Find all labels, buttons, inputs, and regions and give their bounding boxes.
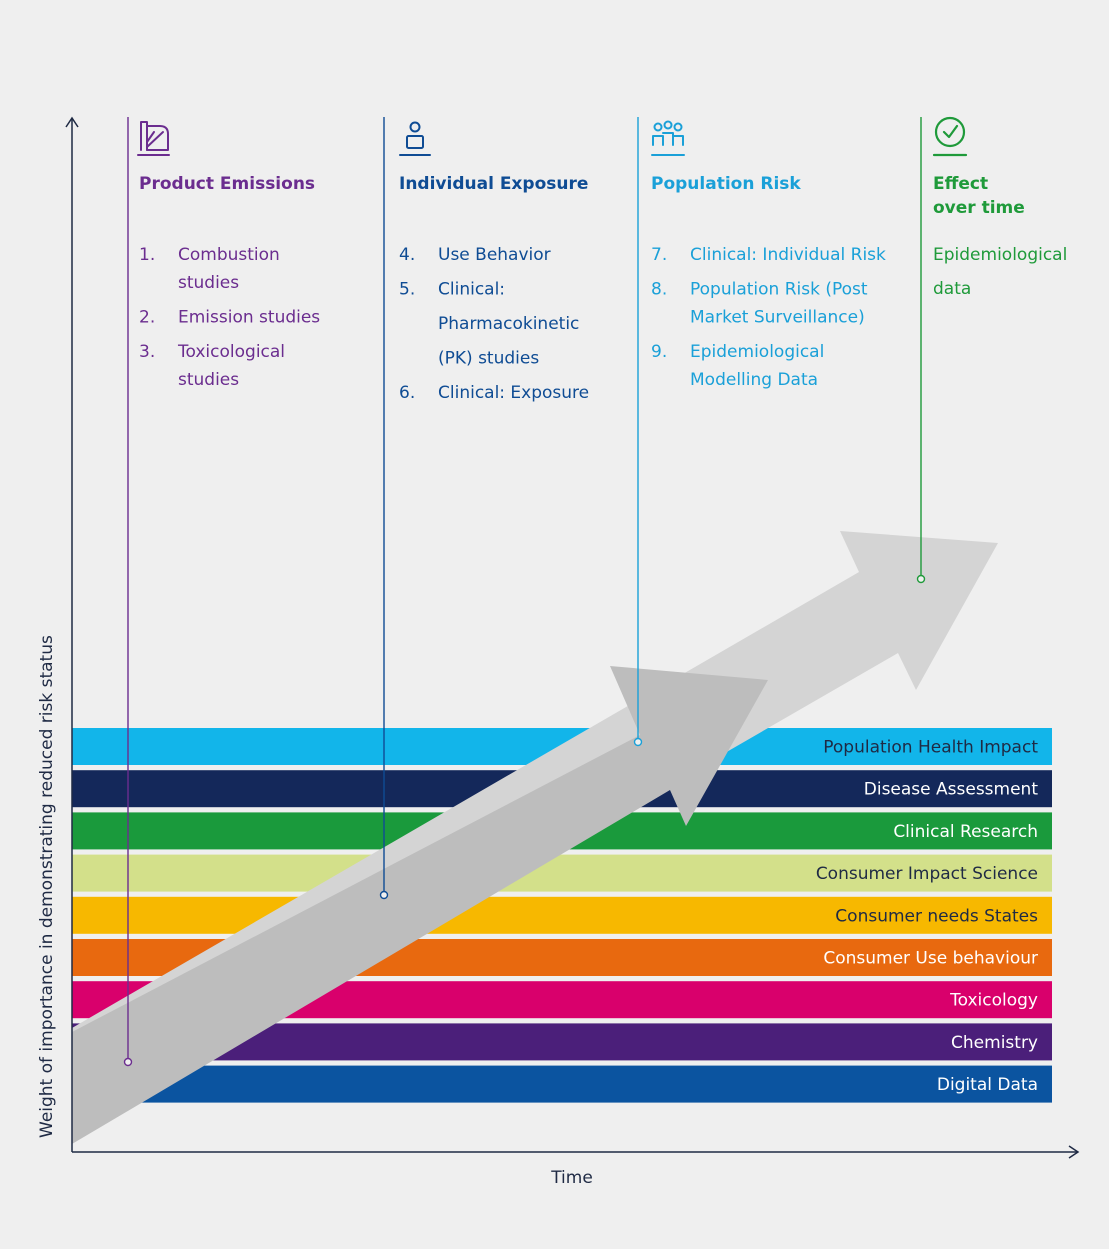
x-axis-arrowhead: [1068, 1145, 1080, 1159]
band-label: Chemistry: [951, 1033, 1038, 1053]
item-text: studies: [178, 273, 239, 293]
item-number: 4.: [399, 245, 415, 265]
effect-over-time-marker: [916, 574, 926, 584]
item-number: 2.: [139, 308, 155, 328]
item-text: Clinical:: [438, 280, 505, 300]
axes: Weight of importance in demonstrating re…: [37, 116, 1080, 1188]
front-arrow: [72, 666, 768, 1144]
effect-over-time-title: over time: [933, 198, 1025, 218]
item-text: (PK) studies: [438, 349, 539, 369]
band-label: Digital Data: [937, 1075, 1038, 1095]
item-text: Emission studies: [178, 308, 320, 328]
effect-over-time-title: Effect: [933, 174, 988, 194]
column-lines: [123, 117, 926, 1067]
band-label: Consumer needs States: [835, 906, 1038, 926]
clock-check-icon: [932, 116, 968, 157]
band-bar: [72, 896, 1052, 934]
y-axis-label: Weight of importance in demonstrating re…: [37, 635, 57, 1138]
item-text: Use Behavior: [438, 245, 551, 265]
item-text: Epidemiological: [933, 245, 1067, 265]
product-emissions-marker: [123, 1057, 133, 1067]
group-icon: [651, 120, 685, 156]
item-text: Clinical: Individual Risk: [690, 245, 886, 265]
band-label: Clinical Research: [893, 822, 1038, 842]
item-text: Pharmacokinetic: [438, 314, 579, 334]
individual-exposure-text: Individual Exposure 4. Use Behavior 5. Clini…: [399, 174, 589, 403]
individual-exposure-title: Individual Exposure: [399, 174, 588, 194]
progress-arrows: [72, 531, 998, 1144]
item-text: data: [933, 279, 971, 299]
item-text: Population Risk (Post: [690, 280, 868, 300]
y-axis-arrowhead: [65, 116, 79, 128]
population-risk-title: Population Risk: [651, 174, 801, 194]
item-text: Modelling Data: [690, 370, 818, 390]
item-number: 7.: [651, 245, 667, 265]
item-number: 5.: [399, 280, 415, 300]
band-digital-data: Digital Data: [72, 1065, 1052, 1103]
item-number: 3.: [139, 342, 155, 362]
band-bar: [72, 854, 1052, 892]
item-text: Clinical: Exposure: [438, 383, 589, 403]
band-label: Consumer Impact Science: [816, 864, 1038, 884]
band-label: Population Health Impact: [823, 738, 1038, 758]
item-number: 9.: [651, 342, 667, 362]
item-text: Market Surveillance): [690, 308, 865, 328]
band-label: Consumer Use behaviour: [823, 949, 1038, 969]
product-emissions-title: Product Emissions: [139, 174, 315, 194]
product-emissions-icon: [137, 121, 170, 156]
band-bar: [72, 1065, 1052, 1103]
population-risk-marker: [633, 737, 643, 747]
item-text: Toxicological: [177, 342, 285, 362]
column-texts: Product Emissions 1. Combustion studies 2. Em…: [139, 174, 1067, 403]
band-consumer-needs-states: Consumer needs States: [72, 896, 1052, 934]
x-axis-label: Time: [550, 1168, 593, 1188]
product-emissions-text: Product Emissions 1. Combustion studies 2. Em…: [139, 174, 320, 390]
item-text: Combustion: [178, 245, 280, 265]
individual-exposure-marker: [379, 890, 389, 900]
item-text: Epidemiological: [690, 342, 824, 362]
band-label: Toxicology: [949, 991, 1038, 1011]
band-label: Disease Assessment: [864, 780, 1039, 800]
item-text: studies: [178, 370, 239, 390]
person-icon: [399, 121, 431, 156]
band-consumer-impact-science: Consumer Impact Science: [72, 854, 1052, 892]
population-risk-text: Population Risk 7. Clinical: Individual Ri…: [651, 174, 886, 390]
item-number: 6.: [399, 383, 415, 403]
effect-over-time-text: Effect over time Epidemiological data: [933, 174, 1067, 299]
item-number: 1.: [139, 245, 155, 265]
item-number: 8.: [651, 280, 667, 300]
